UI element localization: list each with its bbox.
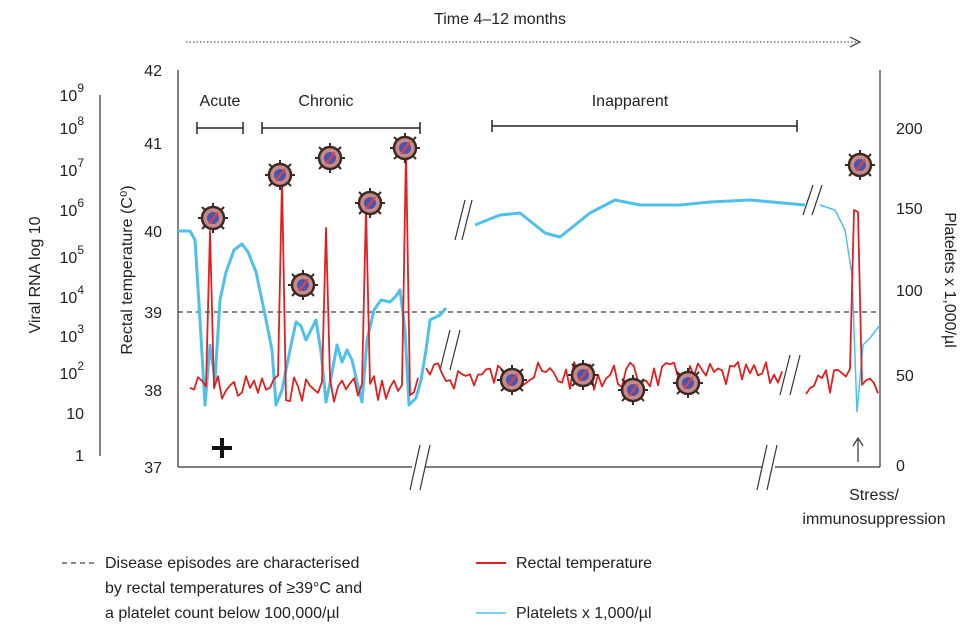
virus-icon	[390, 133, 420, 163]
right-tick-label: 50	[896, 368, 914, 385]
curves	[178, 150, 880, 412]
axis-title: Platelets x 1,000/µl	[941, 212, 958, 348]
phase-label: Inapparent	[592, 93, 669, 110]
tick-exp: 3	[77, 322, 84, 336]
tick-exp: 6	[77, 196, 84, 210]
time-title: Time 4–12 months	[434, 11, 566, 28]
phase-brackets	[197, 120, 797, 134]
tick-exp: 4	[77, 283, 84, 297]
right-tick-label: 150	[896, 201, 923, 218]
virus-icon	[288, 270, 318, 300]
annotation: Stress/	[849, 487, 899, 504]
tick-exp: 2	[77, 359, 84, 373]
tick-base: 10	[60, 290, 78, 307]
legend-text: by rectal temperatures of ≥39°C and	[105, 580, 362, 597]
tick-exp: 9	[77, 81, 84, 95]
virus-icon	[673, 368, 703, 398]
axis-title: Viral RNA log 10	[27, 216, 44, 333]
temperature-curve	[426, 362, 782, 390]
temp-tick-label: 39	[144, 305, 162, 322]
legend-text: Disease episodes are characterised	[105, 555, 359, 572]
virus-icon	[198, 203, 228, 233]
left-tick-label: 10	[66, 406, 84, 423]
phase-label: Chronic	[298, 93, 353, 110]
virus-icon	[315, 143, 345, 173]
tick-exp: 7	[77, 156, 84, 170]
tick-exp: 5	[77, 243, 84, 257]
temperature-curve	[806, 210, 878, 394]
platelet-curve	[475, 200, 805, 237]
virus-icon	[618, 375, 648, 405]
tick-base: 10	[60, 366, 78, 383]
tick-base: 10	[60, 329, 78, 346]
virus-icon	[845, 150, 875, 180]
left-tick-label: 1	[75, 448, 84, 465]
legend-text: Platelets x 1,000/µl	[516, 605, 652, 622]
left-tick-label: 104	[60, 283, 85, 307]
temp-tick-label: 41	[144, 136, 162, 153]
diagram: Time 4–12 months Acute Chronic Inapparen…	[0, 0, 968, 630]
right-tick-label: 200	[896, 121, 923, 138]
temp-tick-label: 40	[144, 224, 162, 241]
plus-sign	[212, 438, 232, 458]
axis-title: Rectal temperature (C⁰)	[119, 185, 136, 354]
tick-base: 10	[60, 88, 78, 105]
left-tick-label: 108	[60, 114, 85, 138]
left-tick-label: 105	[60, 243, 85, 267]
left-tick-label: 109	[60, 81, 85, 105]
phase-label: Acute	[200, 93, 241, 110]
tick-base: 10	[60, 121, 78, 138]
left-tick-label: 106	[60, 196, 85, 220]
tick-base: 10	[60, 163, 78, 180]
left-tick-label: 103	[60, 322, 85, 346]
virus-icon	[497, 365, 527, 395]
tick-base: 10	[60, 203, 78, 220]
temp-tick-label: 37	[144, 460, 162, 477]
virus-icon	[355, 188, 385, 218]
temp-tick-label: 38	[144, 383, 162, 400]
temp-tick-label: 42	[144, 63, 162, 80]
stress-arrow	[853, 438, 863, 462]
tick-base: 10	[60, 250, 78, 267]
right-tick-label: 100	[896, 283, 923, 300]
virus-icon	[568, 360, 598, 390]
virus-icons	[198, 133, 875, 405]
tick-base: 1	[75, 448, 84, 465]
right-tick-label: 0	[896, 458, 905, 475]
virus-icon	[265, 160, 295, 190]
annotation: immunosuppression	[802, 511, 945, 528]
legend-text: Rectal temperature	[516, 555, 652, 572]
legend-text: a platelet count below 100,000/µl	[105, 605, 339, 622]
left-tick-label: 102	[60, 359, 85, 383]
tick-base: 10	[66, 406, 84, 423]
tick-exp: 8	[77, 114, 84, 128]
left-tick-label: 107	[60, 156, 85, 180]
